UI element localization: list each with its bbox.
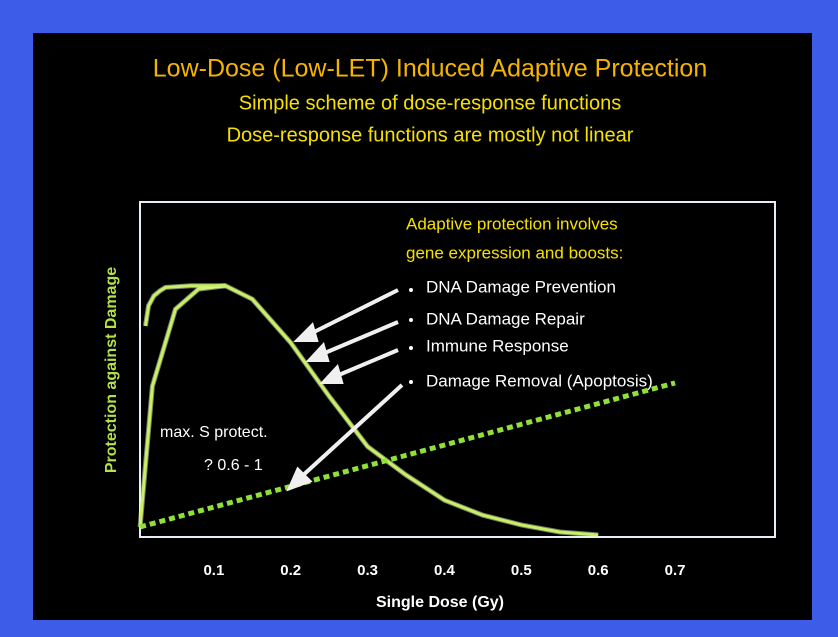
x-tick-label: 0.5 — [511, 562, 532, 579]
data-line — [143, 284, 226, 327]
bullet — [409, 288, 413, 292]
data-line — [139, 380, 676, 530]
arrows — [286, 288, 404, 492]
arrow — [307, 288, 399, 337]
x-axis-label: Single Dose (Gy) — [376, 594, 504, 611]
annotation: Adaptive protection involves — [406, 214, 618, 233]
arrow-head — [286, 466, 313, 492]
annotation: Immune Response — [426, 336, 569, 355]
x-tick-label: 0.3 — [357, 562, 378, 579]
annotation: DNA Damage Prevention — [426, 277, 616, 296]
arrow-head — [319, 364, 344, 384]
title: Low-Dose (Low-LET) Induced Adaptive Prot… — [153, 55, 707, 83]
curves — [137, 283, 676, 538]
arrow-head — [305, 342, 330, 362]
bullet — [409, 318, 413, 322]
arrow-head — [293, 322, 319, 342]
arrow — [319, 320, 399, 357]
annotation: gene expression and boosts: — [406, 243, 623, 262]
bullet — [409, 346, 413, 350]
arrow — [298, 383, 404, 480]
x-tick-label: 0.1 — [203, 562, 224, 579]
annotation: DNA Damage Repair — [426, 309, 585, 328]
plot-frame — [139, 201, 776, 538]
arrow — [333, 348, 399, 379]
annotation: Damage Removal (Apoptosis) — [426, 371, 653, 390]
subtitle: Dose-response functions are mostly not l… — [227, 124, 634, 146]
x-tick-label: 0.2 — [280, 562, 301, 579]
y-axis-label: Protection against Damage — [103, 267, 120, 473]
bullet — [409, 380, 413, 384]
x-tick-label: 0.4 — [434, 562, 456, 579]
annotation: max. S protect. — [160, 424, 268, 441]
bullets — [409, 288, 413, 384]
slide-background — [33, 33, 812, 620]
subtitle: Simple scheme of dose-response functions — [239, 92, 621, 114]
x-tick-label: 0.6 — [588, 562, 609, 579]
annotation: ? 0.6 - 1 — [204, 457, 263, 474]
data-line — [138, 284, 599, 537]
x-tick-label: 0.7 — [665, 562, 686, 579]
